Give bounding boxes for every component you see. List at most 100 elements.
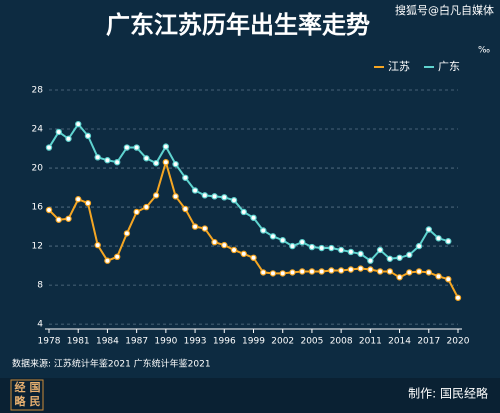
- data-point: [367, 266, 374, 273]
- credit: 制作: 国民经略: [408, 386, 488, 401]
- data-point: [445, 276, 452, 283]
- data-point: [143, 203, 150, 211]
- data-point: [94, 241, 101, 249]
- data-point: [376, 246, 384, 254]
- data-point: [123, 144, 131, 151]
- data-point: [201, 225, 209, 232]
- logo-char: 略: [15, 394, 27, 408]
- data-point: [84, 199, 92, 207]
- data-point: [260, 227, 267, 234]
- data-point: [396, 254, 403, 261]
- data-point: [250, 214, 257, 221]
- x-tick-label: 2011: [359, 337, 382, 347]
- data-point: [191, 223, 199, 230]
- data-point: [162, 158, 170, 166]
- data-point: [357, 265, 364, 272]
- data-point: [308, 243, 316, 251]
- x-tick-label: 1987: [125, 337, 148, 347]
- data-point: [221, 194, 228, 201]
- data-point: [454, 294, 462, 301]
- data-point: [289, 242, 296, 250]
- data-point: [435, 273, 442, 280]
- x-tick-label: 2020: [447, 337, 470, 347]
- data-point: [104, 157, 111, 164]
- data-point: [415, 242, 423, 250]
- data-point: [279, 270, 286, 277]
- logo-char: 经: [15, 380, 26, 394]
- data-point: [386, 268, 394, 275]
- data-point: [396, 274, 403, 281]
- x-tick-label: 1981: [67, 337, 90, 347]
- data-point: [406, 251, 413, 259]
- x-tick-label: 1990: [154, 337, 177, 347]
- data-point: [152, 192, 160, 199]
- data-point: [172, 160, 179, 168]
- data-point: [221, 241, 228, 249]
- data-point: [240, 250, 247, 258]
- data-point: [45, 206, 53, 214]
- data-point: [308, 268, 316, 275]
- data-point: [376, 268, 384, 275]
- data-point: [240, 208, 247, 216]
- x-tick-label: 2017: [417, 337, 440, 347]
- data-point: [328, 267, 335, 274]
- x-tick-label: 2014: [388, 337, 411, 347]
- data-point: [347, 248, 355, 256]
- data-point: [298, 238, 306, 246]
- data-point: [279, 237, 286, 244]
- x-tick-label: 1999: [242, 337, 265, 347]
- data-point: [260, 269, 267, 276]
- data-point: [269, 270, 277, 277]
- x-tick-label: 2005: [300, 337, 323, 347]
- watermark: 搜狐号@白凡自媒体: [395, 3, 494, 17]
- data-point: [445, 238, 452, 245]
- data-point: [201, 192, 209, 199]
- data-point: [269, 233, 277, 240]
- x-tick-label: 2008: [330, 337, 353, 347]
- legend-label: 广东: [438, 60, 460, 73]
- data-point: [172, 193, 179, 200]
- data-point: [75, 120, 82, 128]
- data-point: [65, 215, 72, 222]
- data-point: [347, 266, 355, 273]
- chart-title: 广东江苏历年出生率走势: [106, 11, 370, 39]
- data-point: [113, 158, 121, 166]
- data-point: [337, 246, 345, 254]
- logo-char: 民: [30, 395, 41, 408]
- data-point: [211, 193, 218, 200]
- data-point: [250, 254, 257, 261]
- data-point: [113, 253, 121, 261]
- data-point: [298, 268, 306, 275]
- data-point: [123, 230, 131, 237]
- y-tick-label: 20: [32, 164, 44, 174]
- data-point: [318, 244, 325, 252]
- data-point: [211, 238, 218, 246]
- data-point: [75, 196, 82, 203]
- y-tick-label: 4: [37, 320, 43, 330]
- x-tick-label: 1978: [38, 337, 61, 347]
- data-point: [435, 235, 442, 242]
- data-point: [191, 187, 199, 194]
- data-point: [230, 197, 238, 204]
- data-point: [337, 267, 345, 274]
- data-point: [406, 269, 413, 276]
- y-tick-label: 16: [32, 203, 44, 213]
- data-point: [357, 250, 364, 258]
- logo-frame: [10, 379, 44, 411]
- data-point: [45, 144, 53, 151]
- data-point: [65, 135, 72, 142]
- data-point: [55, 128, 62, 136]
- data-point: [133, 208, 140, 216]
- data-point: [84, 132, 92, 140]
- data-point: [182, 205, 189, 213]
- data-point: [182, 174, 189, 181]
- data-point: [415, 268, 423, 275]
- data-point: [386, 255, 394, 262]
- data-point: [162, 143, 170, 150]
- unit-label: ‰: [478, 46, 490, 56]
- data-point: [318, 268, 325, 275]
- footer-band: [0, 378, 500, 413]
